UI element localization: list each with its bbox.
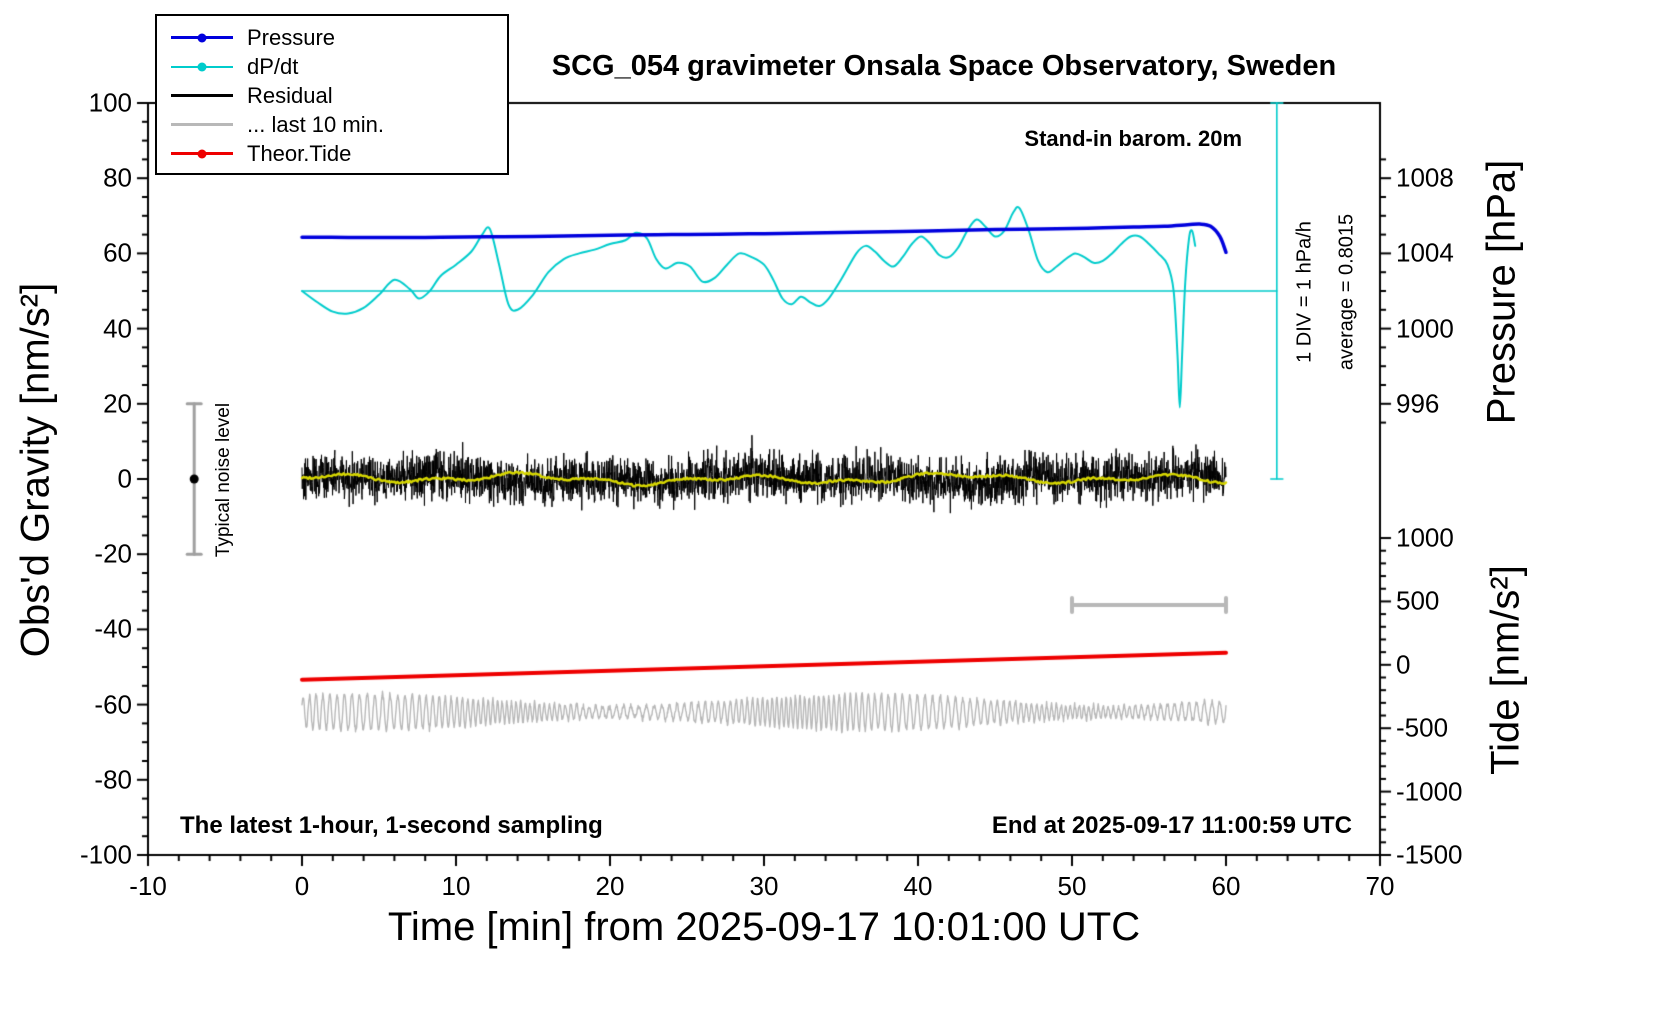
bottom-axis-tick-label: 0: [294, 871, 310, 901]
left-axis-tick-label: -80: [94, 764, 132, 795]
legend-marker-dot: [197, 149, 207, 158]
end-time-note: End at 2025-09-17 11:00:59 UTC: [991, 812, 1352, 839]
legend-label: dP/dt: [247, 53, 299, 79]
pressure-axis-tick-label: 1008: [1396, 162, 1454, 193]
bottom-axis-tick-label: 70: [1365, 871, 1395, 901]
bottom-axis-title: Time [min] from 2025-09-17 10:01:00 UTC: [387, 905, 1141, 949]
legend-item-1: dP/dt: [157, 52, 507, 81]
tide-axis-tick-label: 500: [1396, 585, 1440, 616]
legend-marker-dot: [197, 62, 207, 71]
tide-axis-tick-label: -500: [1396, 712, 1449, 743]
pressure-axis-tick-label: 1000: [1396, 313, 1454, 344]
left-axis-tick-label: 20: [103, 388, 132, 419]
bottom-axis-tick-label: 10: [441, 871, 471, 901]
legend-line-sample: [171, 33, 233, 42]
pressure-axis-title: Pressure [hPa]: [1479, 159, 1524, 425]
legend-label: Theor.Tide: [247, 140, 352, 166]
plot-title: SCG_054 gravimeter Onsala Space Observat…: [551, 50, 1337, 82]
tide-axis-tick-label: 1000: [1396, 522, 1454, 553]
legend-marker-dot: [197, 33, 207, 42]
bottom-axis-tick-label: 30: [749, 871, 779, 901]
legend-line-sample: [171, 94, 233, 97]
sampling-note: The latest 1-hour, 1-second sampling: [180, 812, 603, 839]
left-axis-tick-label: 100: [88, 87, 132, 118]
legend-item-0: Pressure: [157, 23, 507, 52]
left-axis-tick-label: -100: [79, 839, 132, 870]
legend-line-sample: [171, 149, 233, 158]
legend-item-2: Residual: [157, 81, 507, 110]
div-scale-note: 1 DIV = 1 hPa/h: [1293, 221, 1316, 363]
bottom-axis-tick-label: 20: [595, 871, 625, 901]
pressure-axis-tick-label: 996: [1396, 388, 1440, 419]
legend-line-sample: [171, 62, 233, 71]
pressure-axis-tick-label: 1004: [1396, 237, 1454, 268]
left-axis-tick-label: -60: [94, 689, 132, 720]
average-note: average = 0.8015: [1335, 213, 1358, 371]
left-axis-tick-label: 0: [117, 463, 132, 494]
noise-level-label: Typical noise level: [213, 402, 234, 558]
legend-label: Pressure: [247, 24, 336, 50]
legend-item-3: ... last 10 min.: [157, 110, 507, 139]
legend-label: Residual: [247, 82, 333, 108]
left-axis-tick-label: -20: [94, 538, 132, 569]
left-axis-tick-label: -40: [94, 613, 132, 644]
left-axis-tick-label: 60: [103, 237, 132, 268]
tide-axis-title: Tide [nm/s²]: [1483, 565, 1528, 775]
legend-line-sample: [171, 123, 233, 126]
tide-axis-tick-label: -1000: [1396, 776, 1463, 807]
left-axis-tick-label: 40: [103, 313, 132, 344]
bottom-axis-tick-label: 40: [903, 871, 933, 901]
left-axis-title: Obs'd Gravity [nm/s²]: [13, 282, 58, 658]
standin-barometer-note: Stand-in barom. 20m: [1024, 126, 1242, 151]
tide-axis-tick-label: -1500: [1396, 839, 1463, 870]
bottom-axis-tick-label: 50: [1057, 871, 1087, 901]
bottom-axis-tick-label: -10: [129, 871, 167, 901]
tide-axis-tick-label: 0: [1396, 649, 1411, 680]
legend-item-4: Theor.Tide: [157, 139, 507, 168]
legend-label: ... last 10 min.: [247, 111, 384, 137]
left-axis-tick-label: 80: [103, 162, 132, 193]
bottom-axis-tick-label: 60: [1211, 871, 1241, 901]
legend: Pressure dP/dt Residual ... last 10 min. The…: [155, 14, 509, 175]
